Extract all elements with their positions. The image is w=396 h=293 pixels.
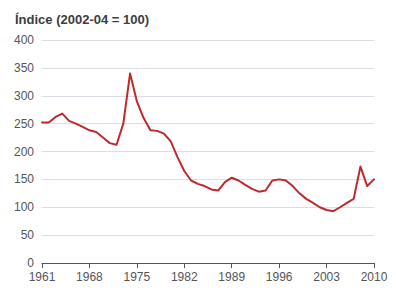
svg-text:Índice (2002-04 = 100): Índice (2002-04 = 100) <box>15 12 149 27</box>
svg-text:1961: 1961 <box>29 270 56 284</box>
svg-text:150: 150 <box>14 172 34 186</box>
svg-text:1975: 1975 <box>124 270 151 284</box>
svg-text:0: 0 <box>27 256 34 270</box>
svg-text:100: 100 <box>14 200 34 214</box>
svg-text:400: 400 <box>14 33 34 47</box>
svg-text:2010: 2010 <box>361 270 388 284</box>
svg-text:1968: 1968 <box>76 270 103 284</box>
svg-text:50: 50 <box>21 228 35 242</box>
svg-text:1996: 1996 <box>266 270 293 284</box>
svg-text:1989: 1989 <box>218 270 245 284</box>
svg-text:200: 200 <box>14 145 34 159</box>
svg-text:300: 300 <box>14 89 34 103</box>
svg-text:350: 350 <box>14 61 34 75</box>
svg-text:2003: 2003 <box>313 270 340 284</box>
svg-text:1982: 1982 <box>171 270 198 284</box>
svg-text:250: 250 <box>14 117 34 131</box>
